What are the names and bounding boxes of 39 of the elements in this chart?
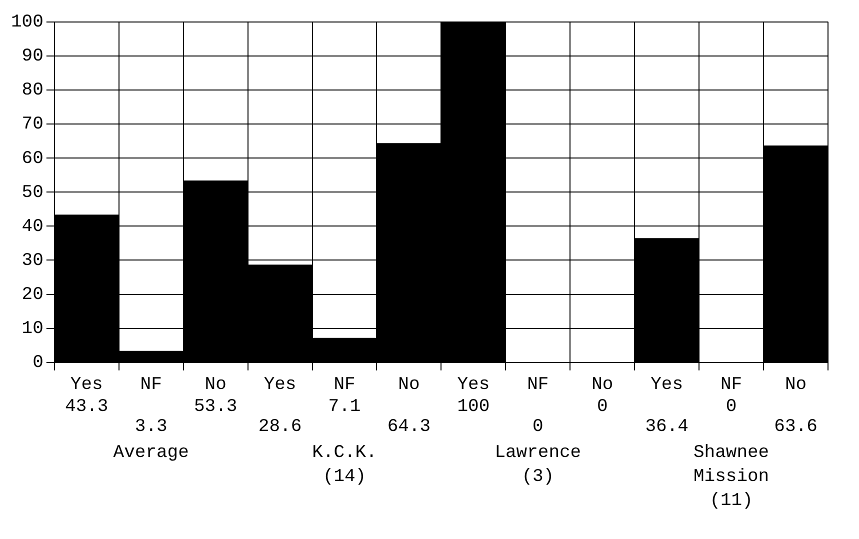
data-label: 63.6 — [774, 417, 818, 438]
y-tick-label: 30 — [22, 250, 44, 271]
data-label: 0 — [532, 417, 544, 438]
data-label: 0 — [596, 397, 608, 418]
text: Shawnee Mission (11) — [693, 443, 770, 512]
y-tick-label: 50 — [22, 182, 44, 203]
data-label: 28.6 — [258, 417, 302, 438]
data-label: 64.3 — [387, 417, 431, 438]
x-tick-label: Yes — [70, 374, 103, 395]
x-tick-label: No — [784, 374, 807, 395]
data-label: 7.1 — [328, 397, 361, 418]
y-tick-label: 0 — [32, 353, 44, 374]
data-label: 3.3 — [134, 417, 168, 438]
x-tick-label: Yes — [264, 374, 296, 395]
y-tick-label: 10 — [22, 319, 44, 340]
y-tick-label: 40 — [22, 216, 44, 237]
y-tick-label: 20 — [22, 285, 44, 306]
y-tick-label: 90 — [22, 46, 44, 67]
y-tick-label: 100 — [11, 12, 44, 33]
data-label: 53.3 — [194, 397, 238, 418]
x-tick-label: NF — [720, 374, 742, 395]
x-tick-label: Yes — [457, 374, 490, 395]
data-label: 36.4 — [645, 417, 688, 438]
x-tick-label: Yes — [650, 374, 684, 395]
y-tick-label: 80 — [22, 80, 44, 101]
text: Average — [113, 443, 189, 464]
data-label: 43.3 — [65, 397, 108, 418]
x-tick-label: NF — [527, 374, 549, 395]
y-tick-label: 70 — [22, 114, 44, 135]
x-tick-label: NF — [140, 374, 162, 395]
text: Lawrence (3) — [494, 443, 582, 488]
x-tick-label: No — [592, 374, 614, 395]
x-tick-label: No — [204, 374, 226, 395]
x-tick-label: NF — [334, 374, 356, 395]
text: K.C.K. (14) — [312, 443, 377, 488]
data-label: 0 — [726, 397, 737, 418]
x-tick-label: No — [398, 374, 420, 395]
y-tick-label: 60 — [22, 148, 44, 169]
data-label: 100 — [457, 397, 490, 418]
